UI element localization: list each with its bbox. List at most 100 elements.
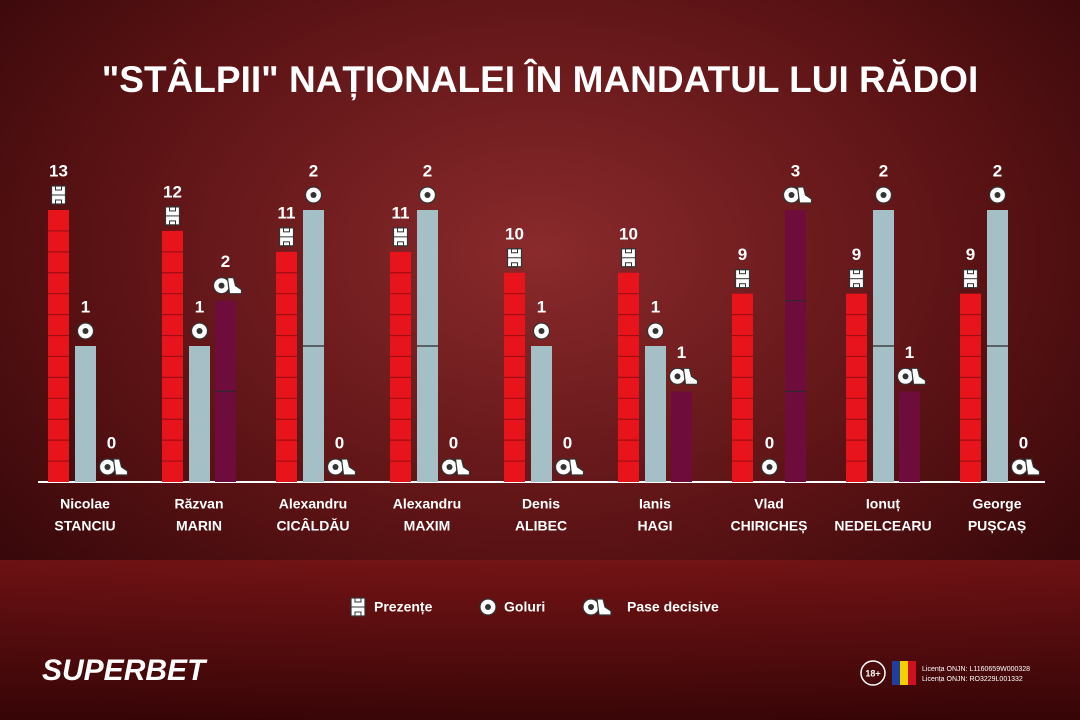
bar xyxy=(671,391,692,482)
value-label: 0 xyxy=(765,433,774,452)
legend-label: Prezențe xyxy=(374,599,433,615)
icon xyxy=(350,597,366,617)
icon-pitch-box xyxy=(397,241,404,247)
icon-ball-patch xyxy=(766,464,773,470)
x-tick-label: PUȘCAȘ xyxy=(968,518,1026,534)
bar xyxy=(48,210,69,482)
value-label: 0 xyxy=(449,433,458,452)
icon-ball-patch xyxy=(82,328,89,334)
icon-pitch-box xyxy=(853,269,860,275)
bar xyxy=(276,251,297,482)
icon xyxy=(392,227,409,247)
icon-pitch-box xyxy=(511,262,518,268)
icon xyxy=(760,458,779,476)
value-label: 0 xyxy=(563,433,572,452)
icon-boot xyxy=(1024,458,1041,476)
icon-pitch-box xyxy=(739,283,746,289)
value-label: 1 xyxy=(81,297,90,316)
license: Licența ONJN: RO3229L001332 xyxy=(922,676,1023,683)
icon-pitch-box xyxy=(169,220,176,226)
x-tick-label: Răzvan xyxy=(174,496,223,512)
bar xyxy=(960,293,981,482)
x-tick-label: MAXIM xyxy=(404,518,451,534)
icon-boot xyxy=(226,277,243,295)
plot: Nicolae STANCIU Răzvan MARIN Alexandru CICÂLD… xyxy=(48,161,1041,534)
x-tick-label: ALIBEC xyxy=(515,518,567,534)
value-label: 0 xyxy=(335,433,344,452)
x-tick-label: CHIRICHEȘ xyxy=(730,518,807,534)
icon-pitch-box xyxy=(625,248,632,254)
icon-ball-patch xyxy=(880,192,887,198)
bar xyxy=(75,346,96,482)
x-tick-label: Ionuț xyxy=(866,496,901,512)
icon-pitch-box xyxy=(55,185,62,191)
icon-ball-patch xyxy=(994,192,1001,198)
value-label: 13 xyxy=(49,161,68,180)
icon-pitch-box xyxy=(853,283,860,289)
icon-pitch-box xyxy=(511,248,518,254)
icon-pitch-box xyxy=(55,199,62,205)
icon-boot xyxy=(340,458,357,476)
icon-ball-patch xyxy=(446,464,453,470)
value-label: 9 xyxy=(738,245,747,264)
icon xyxy=(532,322,551,340)
icon xyxy=(278,227,295,247)
chart-title: "STÂLPII" NAȚIONALEI ÎN MANDATUL LUI RĂD… xyxy=(102,58,978,101)
icon xyxy=(896,367,927,385)
icon-ball-patch xyxy=(652,328,659,334)
icon xyxy=(582,598,612,616)
icon-ball-patch xyxy=(560,464,567,470)
x-tick-label: NEDELCEARU xyxy=(834,518,931,534)
icon-pitch-box xyxy=(283,227,290,233)
icon xyxy=(164,206,181,226)
logo: SUPERBET xyxy=(42,654,208,687)
value-label: 9 xyxy=(966,245,975,264)
value-label: 1 xyxy=(651,297,660,316)
icon xyxy=(782,186,813,204)
icon-pitch-box xyxy=(354,597,362,603)
icon-ball-patch xyxy=(788,192,795,198)
bar xyxy=(846,293,867,482)
value-label: 2 xyxy=(423,161,432,180)
x-tick-label: Ianis xyxy=(639,496,671,512)
value-label: 1 xyxy=(905,343,914,362)
icon xyxy=(76,322,95,340)
icon-ball-patch xyxy=(424,192,431,198)
icon xyxy=(848,269,865,289)
bar xyxy=(390,251,411,482)
x-tick-label: MARIN xyxy=(176,518,222,534)
icon xyxy=(734,269,751,289)
icon-boot xyxy=(682,367,699,385)
value-label: 9 xyxy=(852,245,861,264)
x-tick-label: Alexandru xyxy=(279,496,347,512)
icon-ball-patch xyxy=(902,373,909,380)
bar xyxy=(189,346,210,482)
icon-boot xyxy=(568,458,585,476)
icon-ball-patch xyxy=(674,373,681,380)
bar xyxy=(732,293,753,482)
icon xyxy=(479,598,497,616)
icon-boot xyxy=(112,458,129,476)
x-tick-label: Vlad xyxy=(754,496,784,512)
icon xyxy=(1010,458,1041,476)
legend-label: Goluri xyxy=(504,599,545,615)
icon-pitch-box xyxy=(739,269,746,275)
value-label: 10 xyxy=(505,224,524,243)
icon xyxy=(668,367,699,385)
flag-red xyxy=(908,661,916,685)
value-label: 1 xyxy=(677,343,686,362)
field xyxy=(0,560,1080,720)
icon xyxy=(440,458,471,476)
icon-pitch-box xyxy=(397,227,404,233)
value-label: 2 xyxy=(309,161,318,180)
value-label: 1 xyxy=(195,297,204,316)
icon-ball-patch xyxy=(588,604,594,610)
icon-boot xyxy=(454,458,471,476)
x-tick-label: Nicolae xyxy=(60,496,110,512)
icon-ball-patch xyxy=(218,282,225,289)
value-label: 2 xyxy=(879,161,888,180)
bar xyxy=(785,210,806,482)
icon-ball-patch xyxy=(196,328,203,334)
flag-yellow xyxy=(900,661,908,685)
